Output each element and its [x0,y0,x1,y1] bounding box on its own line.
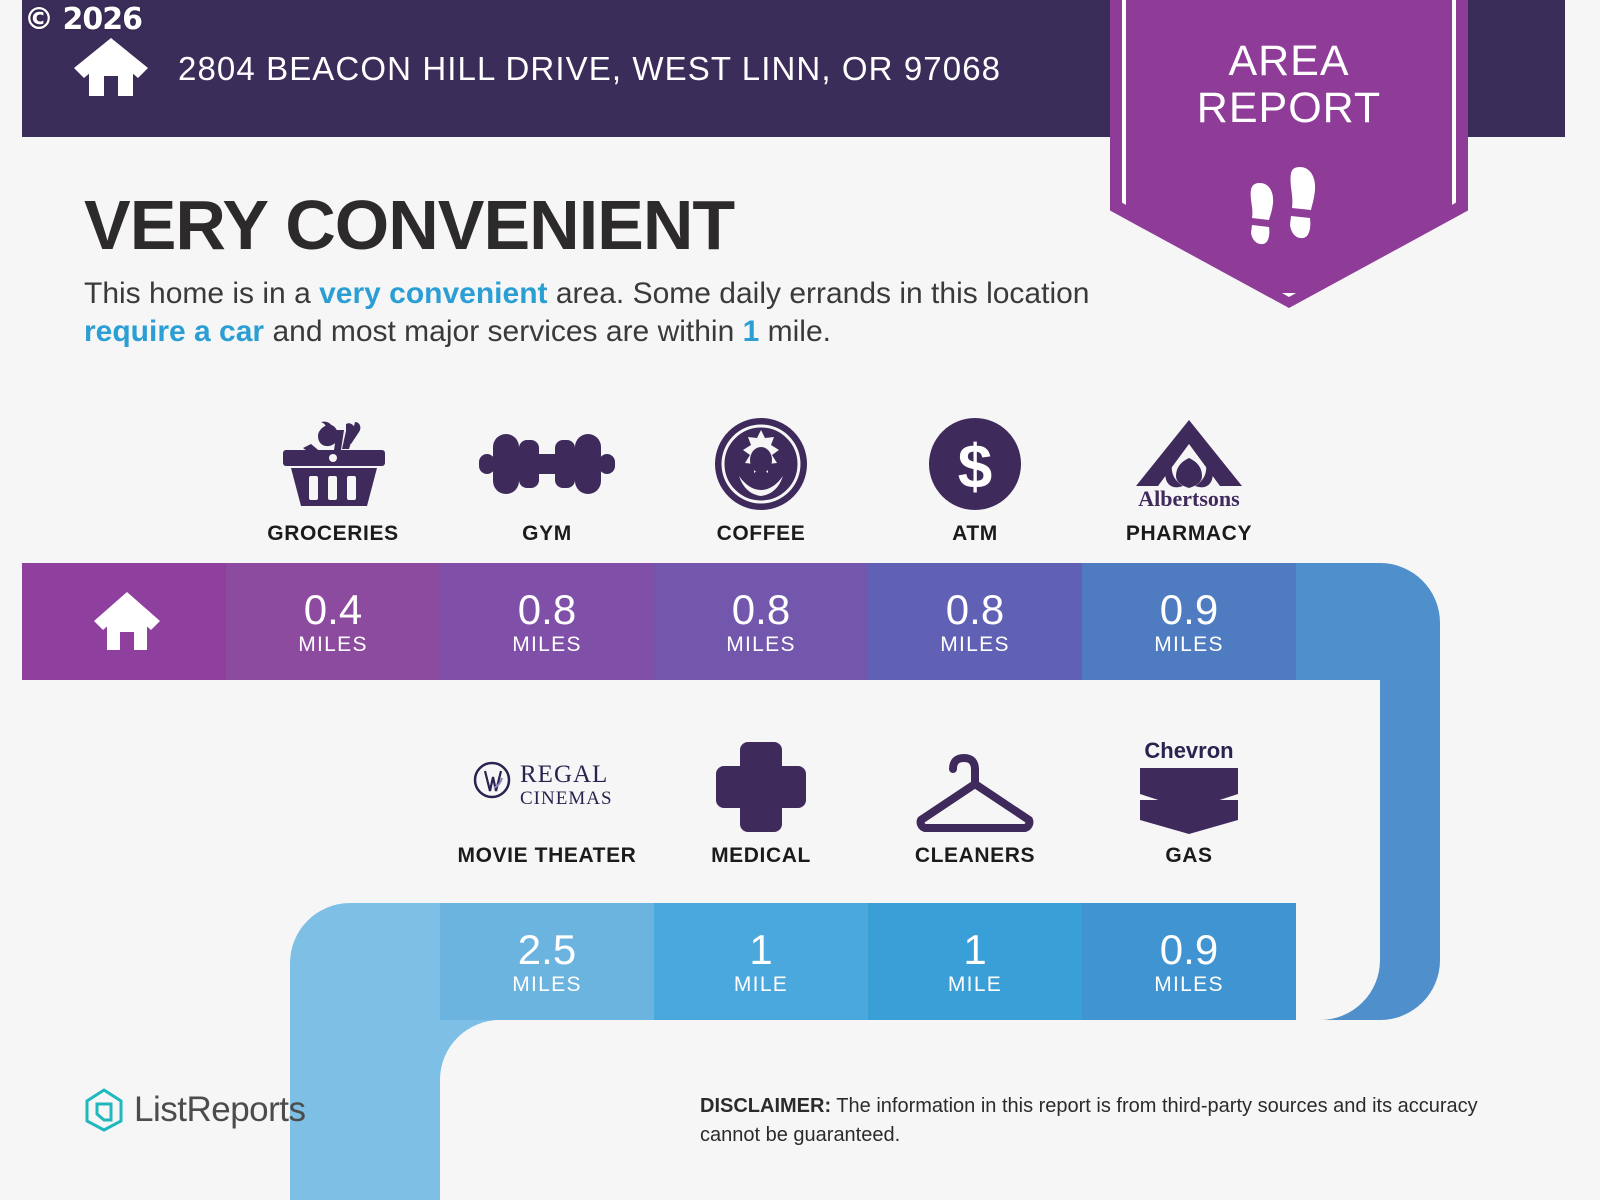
distance-unit: MILE [733,973,789,996]
svg-text:Albertsons: Albertsons [1138,486,1240,510]
amenity-label: MOVIE THEATER [457,844,637,867]
svg-text:CINEMAS: CINEMAS [520,788,613,809]
summary-text: This home is in a very convenient area. … [84,275,1104,351]
distance-unit: MILES [940,633,1010,656]
distance-segment-atm: 0.8 MILES [868,563,1082,657]
svg-text:REGAL: REGAL [520,761,608,788]
row1-segments [22,563,1296,680]
amenity-cleaners: CLEANERS [868,740,1082,868]
disclaimer-text: The information in this report is from t… [700,1095,1478,1146]
amenity-label: PHARMACY [1125,522,1253,545]
starbucks-logo-icon [654,418,868,510]
amenity-movie-theater: REGAL CINEMAS MOVIE THEATER [440,740,654,868]
svg-text:$: $ [958,433,992,502]
distance-value: 0.9 [1159,926,1219,973]
dollar-circle-icon: $ [868,418,1082,510]
copyright-watermark: © 2026 [24,2,143,37]
amenity-label: MEDICAL [711,844,811,867]
distance-segment-cleaners: 1 MILE [868,903,1082,997]
amenity-medical: MEDICAL [654,740,868,868]
distance-unit: MILES [726,633,796,656]
home-icon [94,592,160,650]
albertsons-logo-icon: Albertsons [1082,418,1296,510]
amenity-coffee: COFFEE [654,418,868,546]
disclaimer-label: DISCLAIMER: [700,1095,832,1117]
distance-value: 1 [963,926,987,973]
grocery-basket-icon [226,418,440,510]
distance-segment-gas: 0.9 MILES [1082,903,1296,997]
regal-cinemas-logo-icon: REGAL CINEMAS [440,740,654,832]
amenity-gym: GYM [440,418,654,546]
listreports-label: ListReports [134,1090,306,1129]
amenity-label: GAS [1165,844,1213,867]
distance-unit: MILE [947,973,1003,996]
amenity-label: COFFEE [716,522,806,545]
distance-unit: MILES [512,633,582,656]
amenity-label: GYM [522,522,572,545]
summary-highlight-2: require a car [84,315,265,348]
distance-value: 0.8 [945,586,1005,633]
amenity-pharmacy: Albertsons PHARMACY [1082,418,1296,546]
distance-value: 1 [749,926,773,973]
listreports-logo-icon [85,1088,123,1132]
listreports-brand[interactable]: ListReports [84,1088,306,1132]
distance-value: 0.4 [303,586,363,633]
footprints-icon [1250,167,1316,245]
svg-text:Chevron: Chevron [1144,738,1233,763]
amenity-label: GROCERIES [267,522,399,545]
property-address: 2804 BEACON HILL DRIVE, WEST LINN, OR 97… [178,50,1002,87]
summary-part-1: This home is in a [84,277,320,310]
distance-unit: MILES [512,973,582,996]
distance-segment-movie-theater: 2.5 MILES [440,903,654,997]
distance-segment-coffee: 0.8 MILES [654,563,868,657]
distance-value: 0.8 [517,586,577,633]
distance-unit: MILES [1154,973,1224,996]
distance-value: 0.9 [1159,586,1219,633]
amenity-gas: Chevron GAS [1082,738,1296,868]
distance-value: 2.5 [517,926,577,973]
home-icon [74,38,148,96]
chevron-logo-icon: Chevron [1082,738,1296,834]
summary-part-4: mile. [759,315,831,348]
amenity-label: CLEANERS [914,844,1036,867]
amenity-label: ATM [952,522,998,545]
amenity-atm: $ ATM [868,418,1082,546]
distance-segment-medical: 1 MILE [654,903,868,997]
summary-part-2: area. Some daily errands in this locatio… [547,277,1090,310]
dumbbell-icon [440,418,654,510]
distance-value: 0.8 [731,586,791,633]
summary-part-3: and most major services are within [264,315,743,348]
distance-unit: MILES [1154,633,1224,656]
distance-segment-gym: 0.8 MILES [440,563,654,657]
distance-unit: MILES [298,633,368,656]
summary-highlight-3: 1 [742,315,760,348]
distance-segment-pharmacy: 0.9 MILES [1082,563,1296,657]
badge-inner-border [1122,0,1456,297]
disclaimer: DISCLAIMER: The information in this repo… [700,1092,1500,1150]
page-title: VERY CONVENIENT [84,186,735,264]
distance-segment-groceries: 0.4 MILES [226,563,440,657]
medical-cross-icon [654,740,868,832]
badge-title: AREA REPORT [1196,37,1382,132]
amenity-groceries: GROCERIES [226,418,440,546]
summary-highlight-1: very convenient [319,277,548,310]
area-report-badge: AREA REPORT [1110,0,1468,308]
clothes-hanger-icon [868,740,1082,832]
